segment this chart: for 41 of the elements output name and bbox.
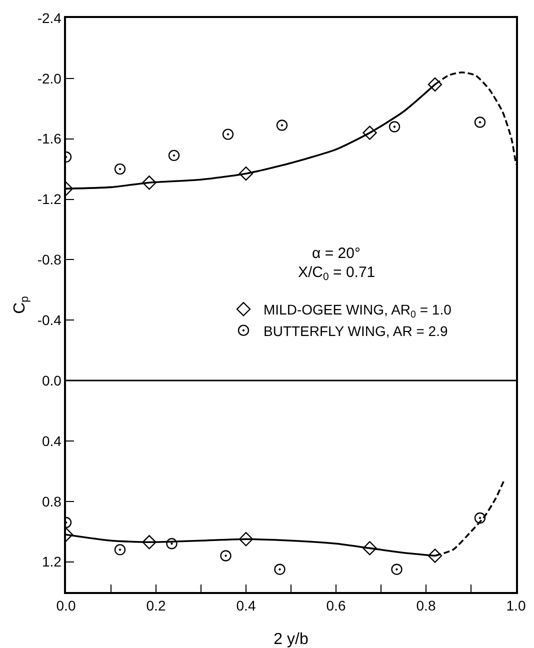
point [428, 548, 442, 563]
y-tick-label: 0.8 [42, 493, 62, 510]
legend-label: BUTTERFLY WING, AR = 2.9 [264, 322, 448, 339]
y-tick-label: -1.6 [37, 130, 62, 147]
point [238, 532, 254, 546]
point [362, 126, 377, 140]
x-tick-label: 0.4 [236, 598, 256, 614]
x-tick-label: 0.8 [416, 598, 436, 614]
x-tick-label: 0.2 [146, 598, 166, 614]
y-tick-label: -2.0 [37, 70, 62, 86]
y-tick-label: -0.8 [37, 252, 62, 268]
point [428, 77, 442, 92]
x-tick-label: 0.6 [326, 598, 346, 614]
point [274, 564, 286, 575]
point [166, 538, 178, 550]
point [222, 128, 234, 140]
point [114, 544, 126, 556]
annotation: α = 20° [312, 245, 360, 262]
point [238, 166, 254, 181]
point [142, 176, 156, 190]
point [114, 163, 126, 175]
point [391, 564, 402, 575]
y-tick-label: 1.2 [42, 554, 62, 570]
point [276, 120, 288, 131]
point [168, 150, 180, 162]
y-tick-label: -2.4 [37, 10, 62, 26]
point [474, 116, 486, 128]
x-axis-title: 2 y/b [274, 631, 308, 648]
point [142, 535, 156, 550]
y-tick-label: 0.4 [42, 432, 62, 449]
x-tick-label: 1.0 [506, 598, 526, 614]
y-tick-label: -0.4 [37, 312, 62, 328]
legend-label: MILD-OGEE WING, AR$_{0}$ = 1.0 [264, 302, 452, 321]
point [220, 550, 232, 562]
point [362, 541, 377, 556]
y-tick-label: -1.2 [37, 191, 62, 208]
annotation: X/C$_{0}$ = 0.71 [298, 264, 376, 284]
point [388, 121, 400, 132]
x-tick-label: 0.0 [56, 598, 76, 614]
point [474, 512, 486, 524]
y-tick-label: 0.0 [42, 372, 62, 388]
